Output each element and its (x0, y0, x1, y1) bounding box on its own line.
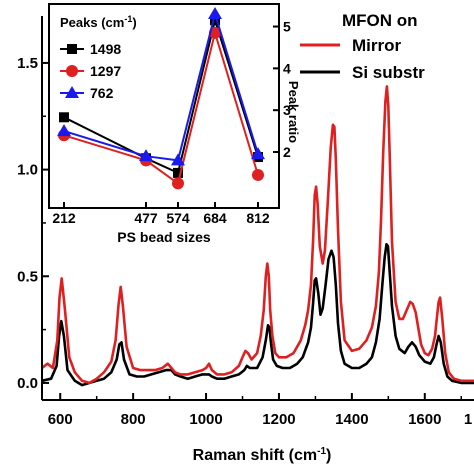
inset-x-axis-label: PS bead sizes (117, 229, 211, 245)
inset-background (48, 3, 280, 209)
inset-x-tick-label: 684 (203, 210, 227, 226)
x-tick-label-partial: 1 (464, 411, 472, 428)
inset-series-762-marker (208, 7, 222, 19)
inset-axes: 212 477 574 684 812 2 3 4 5 (52, 19, 291, 226)
y-tick-label: 1.5 (17, 55, 38, 72)
inset-y-tick-label: 2 (283, 144, 291, 160)
inset-series-lines (57, 7, 265, 190)
inset-legend-entry: 762 (90, 85, 114, 101)
y-tick-label: 0.5 (17, 268, 38, 285)
x-tick-label: 600 (48, 411, 73, 428)
main-axes: 600 800 1000 1200 1400 1600 1 0.0 0.5 1.0 1.5 (17, 16, 474, 428)
inset-series-1498-marker (59, 112, 69, 123)
inset-legend: Peaks (cm-1) 1498 1297 762 (60, 14, 137, 101)
x-tick-label: 800 (121, 411, 146, 428)
legend-entry: Si substr (352, 63, 425, 82)
x-tick-label: 1400 (335, 411, 368, 428)
inset-series-1297-marker (252, 169, 264, 181)
y-tick-label: 0.0 (17, 375, 38, 392)
inset-y-tick-label: 4 (283, 60, 291, 76)
inset-series-762-marker (139, 149, 153, 162)
inset-y-axis-label: Peak ratio (286, 81, 301, 143)
legend-entry: Mirror (352, 36, 402, 55)
inset-legend-marker (66, 65, 78, 77)
inset-series-1297-marker (172, 177, 184, 190)
legend-title: MFON on (342, 11, 418, 30)
main-legend: MFON on Mirror Si substr (300, 11, 425, 82)
inset-series-762-marker (251, 147, 265, 160)
inset-legend-marker (67, 44, 77, 54)
series-line-si-substr (41, 243, 474, 387)
inset-x-tick-label: 477 (134, 210, 158, 226)
inset-x-tick-label: 812 (246, 210, 270, 226)
inset-series-762-marker (57, 124, 71, 137)
x-tick-label: 1200 (262, 411, 295, 428)
inset-legend-entry: 1297 (90, 63, 121, 79)
x-tick-label: 1600 (408, 411, 441, 428)
inset-x-tick-label: 212 (52, 210, 76, 226)
inset-x-tick-label: 574 (166, 210, 190, 226)
inset-y-tick-label: 5 (283, 19, 291, 35)
inset-series-762-marker (171, 153, 185, 166)
x-axis-label: Raman shift (cm-1) (193, 446, 332, 464)
inset-legend-title: Peaks (cm-1) (60, 14, 137, 30)
inset-legend-entry: 1498 (90, 41, 121, 57)
series-line-mirror (41, 85, 474, 385)
inset-series-1498-marker (210, 15, 220, 26)
main-series-lines (41, 85, 474, 387)
inset-y-tick-label: 3 (283, 102, 291, 118)
x-tick-label: 1000 (189, 411, 222, 428)
inset-legend-marker (65, 86, 79, 98)
y-tick-label: 1.0 (17, 162, 38, 179)
inset-series-1498-marker (173, 167, 183, 178)
